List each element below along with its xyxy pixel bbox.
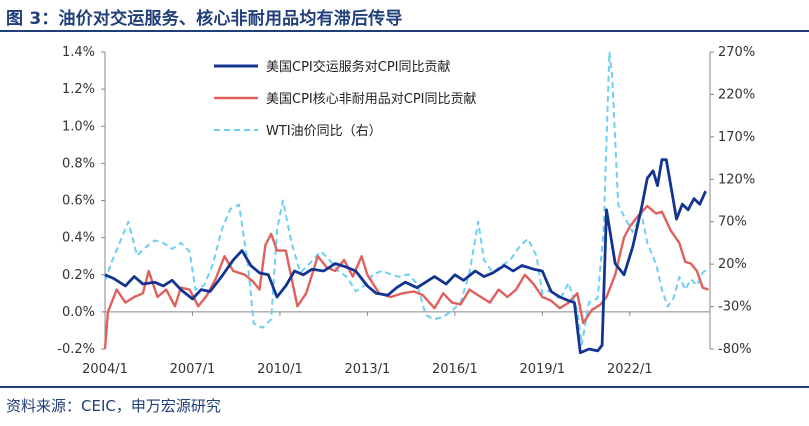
series-line-2: [103, 204, 709, 350]
y-left-tick-label: 1.4%: [62, 45, 95, 60]
x-tick-label: 2010/1: [257, 362, 303, 377]
y-left-tick-label: 0.8%: [62, 156, 95, 171]
source-note: 资料来源：CEIC，申万宏源研究: [6, 397, 221, 415]
y-right-tick-label: 120%: [718, 172, 755, 187]
chart-axes: -0.2% 0.0% 0.2% 0.4% 0.6% 0.8% 1.0% 1.2% 1.4% -80…: [57, 45, 755, 377]
y-left-tick-label: 0.6%: [62, 194, 95, 209]
y-left-tick-label: -0.2%: [57, 342, 95, 357]
y-left-tick-label: 0.4%: [62, 231, 95, 246]
legend-label-3: WTI油价同比（右）: [266, 124, 382, 139]
footer-rule: [0, 386, 809, 388]
header-rule: [0, 30, 809, 32]
series-line-3: [104, 51, 710, 346]
y-right-tick-label: 70%: [718, 215, 747, 230]
y-left-tick-label: 1.2%: [62, 82, 95, 97]
y-left-tick-label: 0.0%: [62, 305, 95, 320]
y-right-tick-label: 170%: [718, 130, 755, 145]
chart-title: 图 3：油价对交运服务、核心非耐用品均有滞后传导: [6, 9, 403, 29]
y-left-tick-label: 0.2%: [62, 268, 95, 283]
y-right-tick-label: 20%: [718, 257, 747, 272]
legend-label-1: 美国CPI交运服务对CPI同比贡献: [266, 59, 451, 75]
x-tick-label: 2016/1: [432, 362, 478, 377]
y-left-tick-label: 1.0%: [62, 119, 95, 134]
series-layer: [103, 51, 710, 355]
y-right-tick-label: 220%: [718, 87, 755, 102]
x-tick-label: 2019/1: [519, 362, 565, 377]
x-tick-label: 2013/1: [345, 362, 391, 377]
x-tick-label: 2022/1: [607, 362, 653, 377]
x-tick-label: 2004/1: [82, 362, 128, 377]
y-right-tick-label: 270%: [718, 45, 755, 60]
legend-label-2: 美国CPI核心非耐用品对CPI同比贡献: [266, 92, 477, 107]
y-right-tick-label: -80%: [718, 342, 752, 357]
series-line-1: [104, 158, 707, 355]
line-chart: -0.2% 0.0% 0.2% 0.4% 0.6% 0.8% 1.0% 1.2% 1.4% -80…: [57, 45, 755, 377]
y-right-tick-label: -30%: [718, 300, 752, 315]
x-tick-label: 2007/1: [170, 362, 216, 377]
